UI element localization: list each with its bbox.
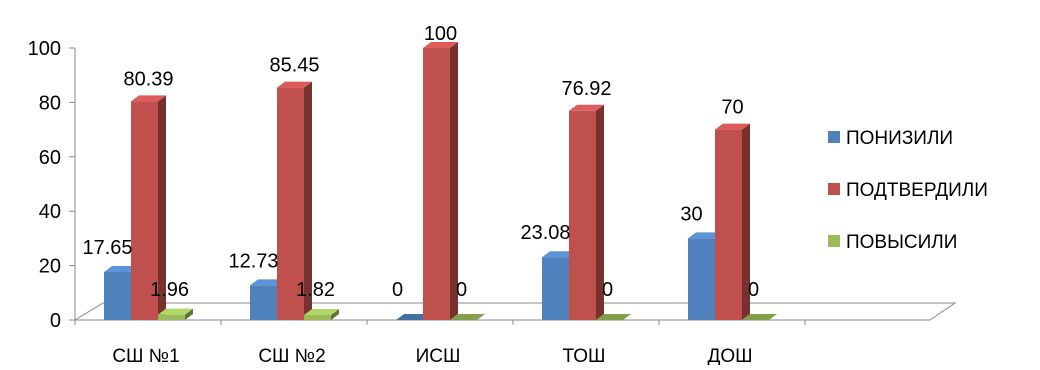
bar xyxy=(742,314,777,320)
bar xyxy=(596,314,631,320)
bar-front xyxy=(304,315,331,320)
bar-front xyxy=(715,129,742,320)
bar-side xyxy=(158,95,166,320)
bar xyxy=(396,314,431,320)
x-category-label: ИСШ xyxy=(416,346,461,365)
legend-swatch xyxy=(828,235,840,247)
bar-zero xyxy=(596,314,631,320)
data-label: 0 xyxy=(748,279,759,301)
bar-top xyxy=(131,95,166,102)
bar-top xyxy=(688,232,723,239)
bar-front xyxy=(250,285,277,320)
data-label: 1.82 xyxy=(296,279,335,301)
data-label: 30 xyxy=(680,203,702,225)
x-category-label: ТОШ xyxy=(563,346,606,365)
bar-zero xyxy=(396,314,431,320)
bar xyxy=(158,308,193,320)
bar-top xyxy=(715,123,750,130)
bar-top xyxy=(569,104,604,111)
bar-front xyxy=(158,314,185,320)
bars xyxy=(104,42,777,321)
legend-item: ПОВЫСИЛИ xyxy=(828,232,957,253)
data-label: 12.73 xyxy=(228,250,278,272)
data-label: 80.39 xyxy=(123,68,173,90)
bar-front xyxy=(104,271,131,320)
data-label: 0 xyxy=(602,279,613,301)
bar-side xyxy=(596,104,604,320)
data-label: 85.45 xyxy=(269,55,319,77)
bar-side xyxy=(450,42,458,320)
x-category-label: СШ №2 xyxy=(258,346,325,365)
bar-side xyxy=(331,309,339,320)
bar-top xyxy=(104,265,139,272)
bar-top xyxy=(277,81,312,88)
bar-zero xyxy=(742,314,777,320)
data-label: 0 xyxy=(392,279,403,301)
y-tick-label: 0 xyxy=(50,310,61,332)
bar xyxy=(304,309,339,320)
bar-zero xyxy=(450,314,485,320)
legend-swatch xyxy=(828,131,840,143)
legend-label: ПОВЫСИЛИ xyxy=(846,232,957,253)
data-label: 17.65 xyxy=(82,237,132,259)
bar-front xyxy=(131,101,158,320)
bar-front xyxy=(688,238,715,320)
bar xyxy=(715,123,750,320)
legend: ПОНИЗИЛИ ПОДТВЕРДИЛИ ПОВЫСИЛИ xyxy=(828,128,988,253)
bar-top xyxy=(158,308,193,315)
bar-side xyxy=(742,123,750,320)
bar xyxy=(423,42,458,320)
bar-side xyxy=(185,308,193,320)
floor-plane xyxy=(73,302,957,321)
bar-front xyxy=(542,257,569,320)
y-tick-label: 80 xyxy=(39,92,61,114)
bar-top xyxy=(304,309,339,316)
bar-top xyxy=(542,251,577,258)
data-label: 1.96 xyxy=(150,279,189,301)
legend-item: ПОНИЗИЛИ xyxy=(828,128,953,149)
legend-label: ПОНИЗИЛИ xyxy=(846,128,953,149)
bar xyxy=(450,314,485,320)
x-axis-categories: СШ №1 СШ №2 ИСШ ТОШ ДОШ xyxy=(112,346,752,367)
data-label: 0 xyxy=(456,279,467,301)
data-label: 23.08 xyxy=(520,222,570,244)
x-category-label: ДОШ xyxy=(707,346,752,365)
bar xyxy=(277,81,312,321)
data-labels: 17.65 80.39 1.96 12.73 85.45 1.82 0 100 0 23.08 76… xyxy=(82,23,759,301)
bar-front xyxy=(569,110,596,320)
legend-label: ПОДТВЕРДИЛИ xyxy=(846,180,988,201)
bar-front xyxy=(277,87,304,321)
legend-item: ПОДТВЕРДИЛИ xyxy=(828,180,988,201)
bar xyxy=(131,95,166,320)
y-axis: 0 20 40 60 80 100 xyxy=(28,38,76,332)
legend-swatch xyxy=(828,183,840,195)
data-label: 76.92 xyxy=(561,78,611,100)
bar-top xyxy=(250,279,285,286)
y-tick-label: 20 xyxy=(39,256,61,278)
bar xyxy=(569,104,604,320)
chart-floor xyxy=(73,302,957,325)
bar-top xyxy=(423,42,458,48)
y-tick-label: 40 xyxy=(39,201,61,223)
data-label: 70 xyxy=(721,97,743,119)
data-label: 100 xyxy=(424,23,457,45)
x-category-label: СШ №1 xyxy=(112,346,179,365)
y-tick-label: 60 xyxy=(39,147,61,169)
y-tick-label: 100 xyxy=(28,38,61,60)
bar-front xyxy=(423,48,450,320)
bar-side xyxy=(304,81,312,321)
